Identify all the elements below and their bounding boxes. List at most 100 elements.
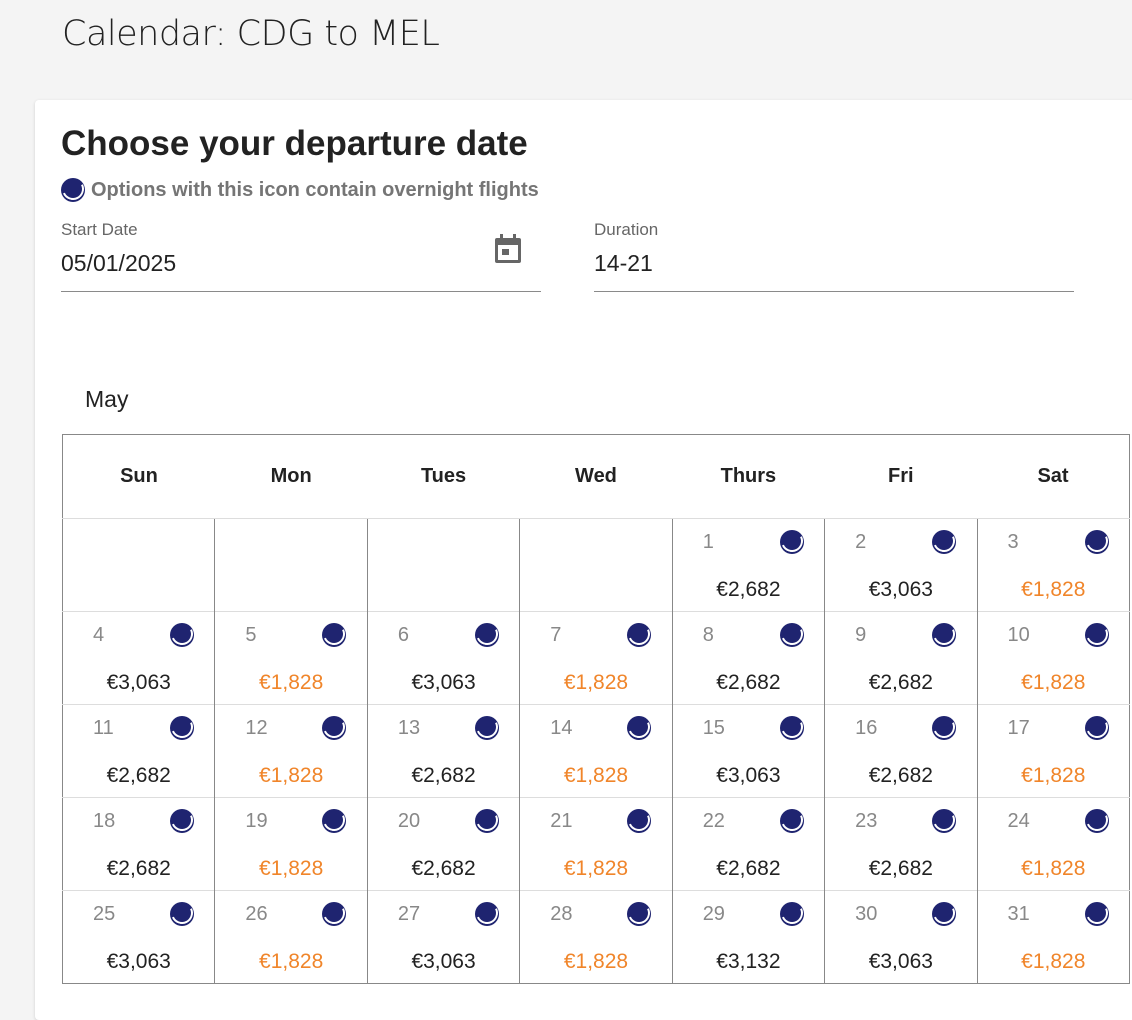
day-cell[interactable]: 26 €1,828 — [214, 890, 368, 984]
moon-icon — [170, 623, 194, 647]
day-cell[interactable]: 7 €1,828 — [519, 611, 673, 705]
moon-icon — [61, 178, 85, 202]
day-price: €2,682 — [716, 857, 781, 880]
day-cell[interactable]: 19 €1,828 — [214, 797, 368, 891]
day-cell[interactable]: 20 €2,682 — [366, 797, 520, 891]
day-number: 14 — [550, 717, 573, 739]
day-cell[interactable]: 6 €3,063 — [366, 611, 520, 705]
day-cell[interactable]: 3 €1,828 — [976, 518, 1130, 612]
weekday-header: Tues — [367, 434, 520, 519]
day-cell[interactable]: 9 €2,682 — [824, 611, 978, 705]
empty-day-cell — [519, 518, 673, 612]
day-cell[interactable]: 17 €1,828 — [976, 704, 1130, 798]
day-cell[interactable]: 31 €1,828 — [976, 890, 1130, 984]
moon-icon — [1084, 809, 1109, 833]
day-number: 22 — [702, 810, 725, 832]
day-number: 9 — [855, 624, 867, 646]
day-cell[interactable]: 21 €1,828 — [519, 797, 673, 891]
day-cell[interactable]: 27 €3,063 — [366, 890, 520, 984]
day-number: 2 — [855, 531, 867, 553]
moon-icon — [322, 809, 347, 833]
day-number: 16 — [855, 717, 878, 739]
day-price: €3,063 — [411, 671, 476, 694]
day-price: €1,828 — [563, 950, 629, 973]
day-cell[interactable]: 13 €2,682 — [366, 704, 520, 798]
day-number: 6 — [397, 624, 409, 646]
calendar-week-row: 25 €3,063 26 €1,828 27 €3,063 28 €1,828 29 €3,132… — [62, 890, 1130, 984]
weekday-header: Fri — [824, 434, 978, 519]
day-price: €2,682 — [716, 578, 781, 601]
day-cell[interactable]: 8 €2,682 — [671, 611, 825, 705]
day-price: €1,828 — [1021, 578, 1086, 601]
day-cell[interactable]: 23 €2,682 — [824, 797, 978, 891]
day-price: €3,063 — [868, 950, 933, 973]
day-cell[interactable]: 11 €2,682 — [62, 704, 215, 798]
day-cell[interactable]: 12 €1,828 — [214, 704, 368, 798]
duration-input[interactable]: 14-21 — [594, 250, 653, 276]
day-number: 11 — [93, 717, 114, 739]
day-cell[interactable]: 30 €3,063 — [824, 890, 978, 984]
day-price: €2,682 — [868, 671, 933, 694]
calendar-grid: Sun Mon Tues Wed Thurs Fri Sat 1 €2,682 2 €3,063 3… — [62, 434, 1130, 984]
overnight-legend-text: Options with this icon contain overnight… — [91, 178, 539, 201]
day-cell[interactable]: 2 €3,063 — [824, 518, 978, 612]
weekday-header: Mon — [214, 434, 368, 519]
day-cell[interactable]: 22 €2,682 — [671, 797, 825, 891]
day-price: €2,682 — [106, 857, 171, 880]
day-cell[interactable]: 5 €1,828 — [214, 611, 368, 705]
day-price: €1,828 — [1021, 671, 1086, 694]
day-cell[interactable]: 15 €3,063 — [671, 704, 825, 798]
start-date-input[interactable]: 05/01/2025 — [61, 250, 177, 276]
moon-icon — [779, 716, 804, 740]
day-price: €1,828 — [259, 671, 324, 694]
day-price: €1,828 — [1021, 764, 1086, 787]
day-price: €2,682 — [411, 764, 476, 787]
day-cell[interactable]: 25 €3,063 — [62, 890, 215, 984]
day-cell[interactable]: 14 €1,828 — [519, 704, 673, 798]
day-number: 8 — [702, 624, 714, 646]
calendar-week-row: 1 €2,682 2 €3,063 3 €1,828 — [62, 518, 1130, 612]
day-cell[interactable]: 18 €2,682 — [62, 797, 215, 891]
day-number: 13 — [397, 717, 421, 739]
day-number: 10 — [1007, 624, 1030, 646]
moon-icon — [779, 623, 804, 647]
moon-icon — [627, 902, 652, 926]
day-price: €1,828 — [1021, 857, 1086, 880]
day-cell[interactable]: 28 €1,828 — [519, 890, 673, 984]
day-cell[interactable]: 29 €3,132 — [671, 890, 825, 984]
moon-icon — [932, 809, 957, 833]
day-price: €1,828 — [563, 857, 629, 880]
day-cell[interactable]: 4 €3,063 — [62, 611, 215, 705]
day-price: €2,682 — [868, 857, 933, 880]
day-number: 31 — [1007, 903, 1030, 925]
moon-icon — [627, 623, 652, 647]
day-number: 23 — [855, 810, 878, 832]
moon-icon — [1084, 530, 1109, 554]
day-number: 26 — [245, 903, 268, 925]
day-number: 28 — [550, 903, 573, 925]
day-cell[interactable]: 1 €2,682 — [671, 518, 825, 612]
day-number: 25 — [93, 903, 116, 925]
day-number: 5 — [245, 624, 257, 646]
start-date-field[interactable]: Start Date 05/01/2025 — [61, 218, 541, 292]
day-cell[interactable]: 24 €1,828 — [976, 797, 1130, 891]
moon-icon — [170, 902, 194, 926]
empty-day-cell — [366, 518, 520, 612]
day-number: 30 — [855, 903, 878, 925]
duration-field[interactable]: Duration 14-21 — [594, 218, 1074, 292]
day-price: €1,828 — [1021, 950, 1086, 973]
day-number: 17 — [1007, 717, 1030, 739]
day-price: €3,063 — [106, 950, 171, 973]
day-cell[interactable]: 16 €2,682 — [824, 704, 978, 798]
calendar-icon[interactable] — [493, 233, 523, 265]
day-price: €1,828 — [563, 764, 629, 787]
day-price: €3,132 — [716, 950, 781, 973]
calendar-week-row: 11 €2,682 12 €1,828 13 €2,682 14 €1,828 15 €3,063… — [62, 704, 1130, 798]
moon-icon — [932, 716, 957, 740]
day-number: 18 — [93, 810, 116, 832]
day-price: €3,063 — [411, 950, 476, 973]
month-label: May — [85, 386, 129, 412]
weekday-header: Thurs — [672, 434, 825, 519]
day-cell[interactable]: 10 €1,828 — [976, 611, 1130, 705]
day-number: 27 — [397, 903, 421, 925]
